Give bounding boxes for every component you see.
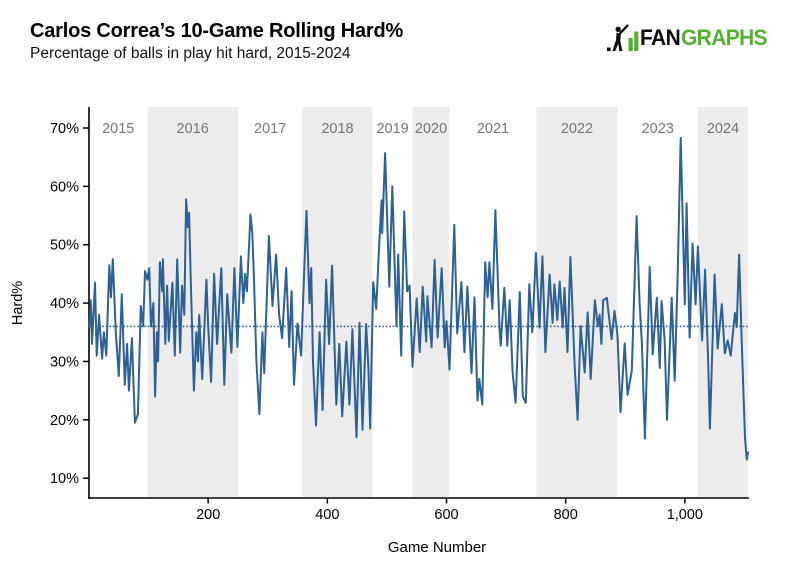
- x-tick-label: 400: [315, 507, 339, 523]
- year-label-2021: 2021: [477, 121, 509, 137]
- year-label-2016: 2016: [177, 121, 209, 137]
- year-label-2023: 2023: [642, 121, 674, 137]
- x-axis-label: Game Number: [388, 539, 486, 556]
- year-label-2017: 2017: [254, 121, 286, 137]
- series-line: [88, 136, 749, 461]
- year-band-2016: [147, 107, 238, 497]
- y-tick-label: 10%: [50, 471, 79, 487]
- fangraphs-batter-bars-icon: [607, 24, 639, 52]
- year-label-2024: 2024: [707, 121, 739, 137]
- page-title: Carlos Correa’s 10-Game Rolling Hard%: [30, 20, 404, 42]
- x-tick-label: 200: [196, 507, 220, 523]
- logo-text-fan: FAN: [640, 25, 681, 50]
- page-subtitle: Percentage of balls in play hit hard, 20…: [30, 45, 351, 62]
- y-tick-label: 50%: [50, 238, 79, 254]
- year-label-2022: 2022: [561, 121, 593, 137]
- x-tick-label: 800: [554, 507, 578, 523]
- year-label-2015: 2015: [102, 121, 134, 137]
- year-label-2018: 2018: [321, 121, 353, 137]
- y-tick-label: 70%: [50, 121, 79, 137]
- y-tick-label: 20%: [50, 413, 79, 429]
- y-axis-label: Hard%: [10, 281, 26, 325]
- y-tick-label: 30%: [50, 354, 79, 370]
- x-tick-label: 600: [434, 507, 458, 523]
- fangraphs-logo: FAN GRAPHS: [606, 22, 772, 54]
- y-tick-label: 40%: [50, 296, 79, 312]
- year-label-2020: 2020: [415, 121, 447, 137]
- y-tick-label: 60%: [50, 179, 79, 195]
- year-label-2019: 2019: [376, 121, 408, 137]
- year-band-2018: [302, 107, 373, 497]
- x-axis-ticks: 200 400 600 800 1,000: [196, 498, 703, 523]
- y-axis-ticks: 10% 20% 30% 40% 50% 60% 70%: [50, 121, 89, 487]
- x-tick-label: 1,000: [667, 507, 703, 523]
- logo-text-graphs: GRAPHS: [681, 25, 768, 50]
- year-labels: 2015 2016 2017 2018 2019 2020 2021 2022 2023 2024: [102, 121, 739, 137]
